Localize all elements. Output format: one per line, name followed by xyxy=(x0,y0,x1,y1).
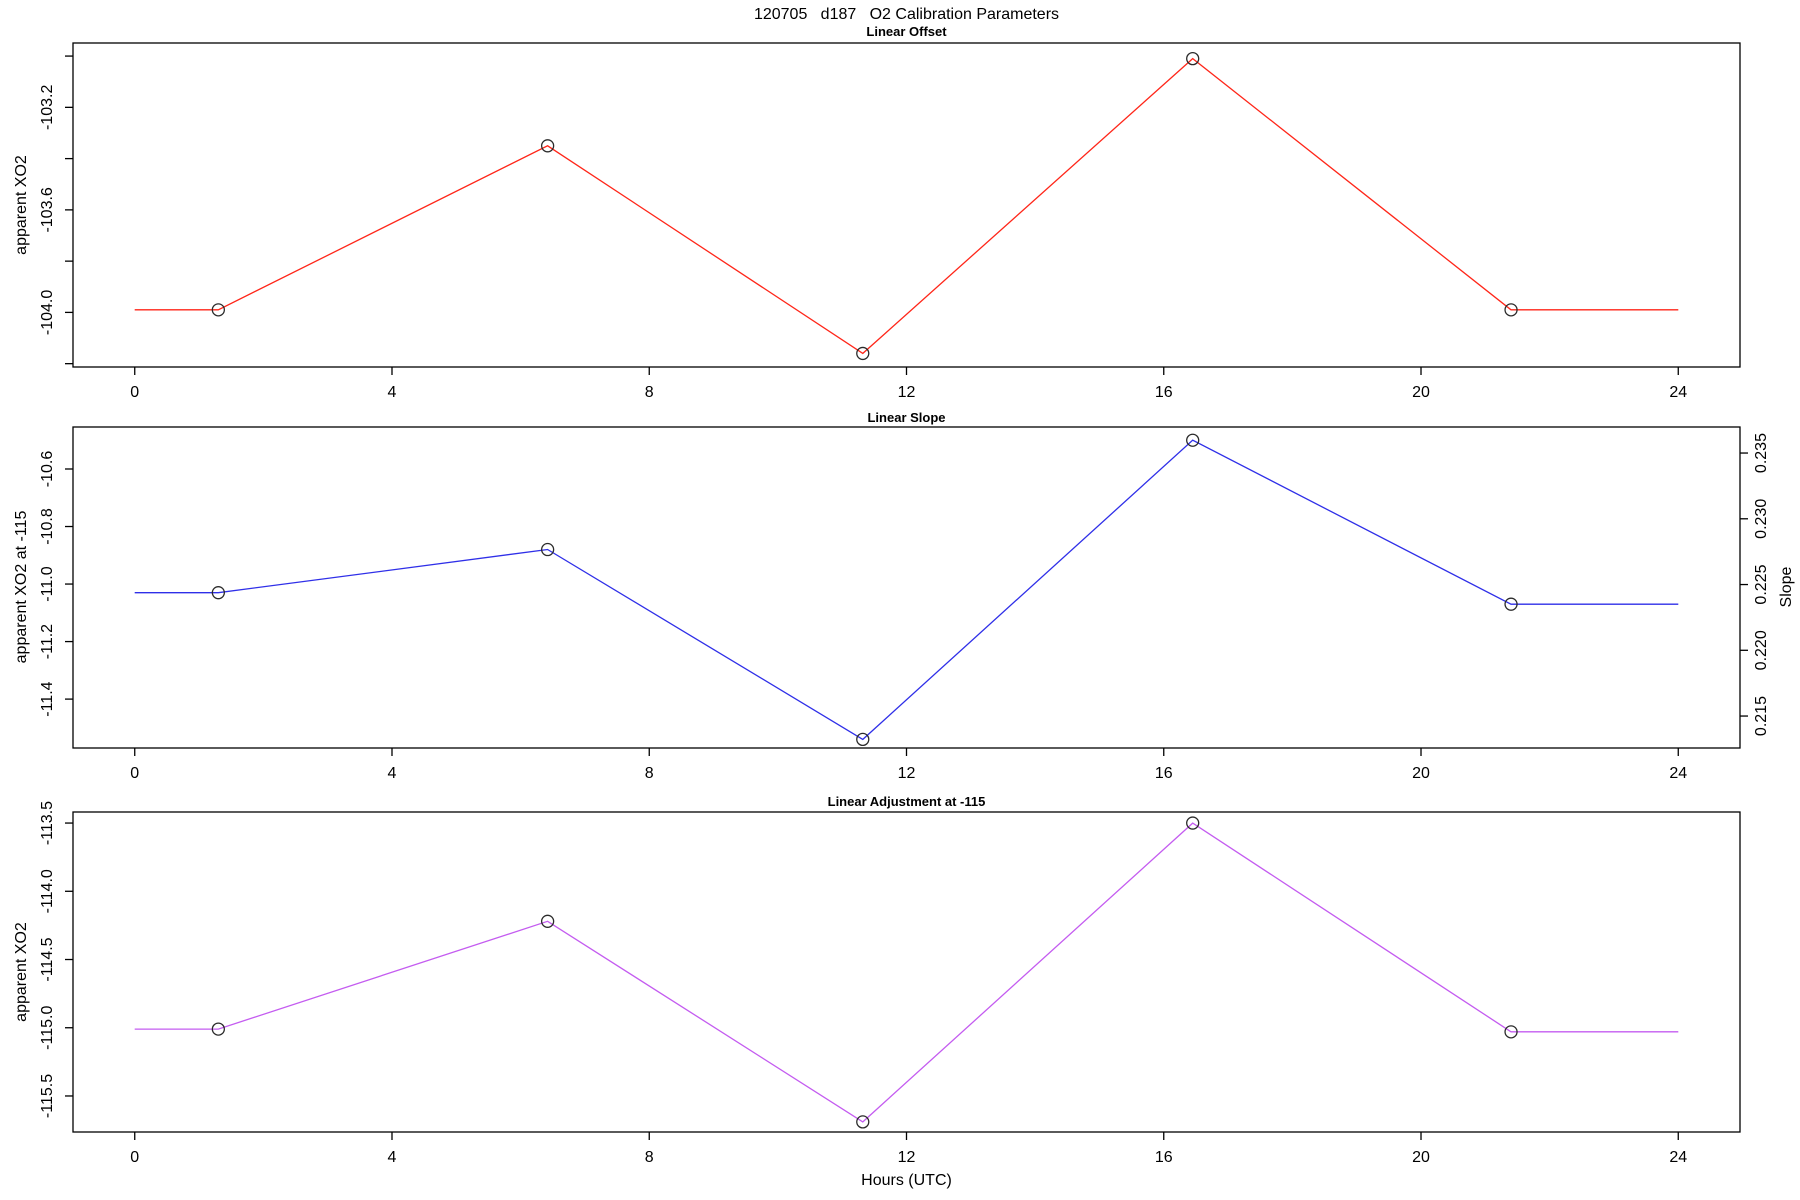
x-tick-label: 8 xyxy=(645,384,654,401)
y-tick-label: -114.0 xyxy=(39,869,56,913)
right-tick-label: 0.235 xyxy=(1753,433,1770,473)
data-point-marker xyxy=(856,1115,870,1129)
y-tick-label: -11.4 xyxy=(39,681,56,716)
data-point-marker xyxy=(211,1022,225,1036)
y-tick-label: -10.8 xyxy=(39,508,56,545)
data-line xyxy=(134,822,1679,1123)
data-point-marker xyxy=(1504,1025,1518,1039)
panel-title-linear-slope: Linear Slope xyxy=(867,410,946,425)
y-tick-label: -114.5 xyxy=(39,937,56,981)
right-tick-label: 0.220 xyxy=(1753,630,1770,670)
panel-title-linear-offset: Linear Offset xyxy=(866,24,947,39)
x-tick-label: 20 xyxy=(1412,765,1430,782)
y-tick-label: -113.5 xyxy=(39,801,56,845)
y-tick-label: -115.0 xyxy=(39,1006,56,1050)
panel-title-linear-adjustment: Linear Adjustment at -115 xyxy=(827,794,986,809)
x-tick-label: 0 xyxy=(130,1149,139,1166)
x-axis-label: Hours (UTC) xyxy=(861,1172,952,1189)
data-point-marker xyxy=(211,586,225,600)
right-tick-label: 0.215 xyxy=(1753,696,1770,736)
right-tick-label: 0.230 xyxy=(1753,499,1770,539)
x-tick-label: 16 xyxy=(1155,1149,1173,1166)
plot-box xyxy=(72,811,1741,1133)
data-point-marker xyxy=(1504,597,1518,611)
y-tick-label: -11.0 xyxy=(39,566,56,601)
x-tick-label: 16 xyxy=(1155,384,1173,401)
data-point-marker xyxy=(1186,433,1200,447)
x-tick-label: 0 xyxy=(130,384,139,401)
y-tick-label: -11.2 xyxy=(39,624,56,659)
x-tick-label: 12 xyxy=(898,1149,916,1166)
x-tick-label: 0 xyxy=(130,765,139,782)
x-tick-label: 8 xyxy=(645,1149,654,1166)
x-tick-label: 24 xyxy=(1669,765,1687,782)
data-point-marker xyxy=(856,732,870,747)
data-point-marker xyxy=(540,542,555,557)
x-tick-label: 12 xyxy=(898,384,916,401)
page-title: 120705 d187 O2 Calibration Parameters xyxy=(753,6,1060,23)
x-tick-label: 20 xyxy=(1412,384,1430,401)
data-point-marker xyxy=(856,346,870,361)
y-tick-label: -104.0 xyxy=(39,290,56,335)
x-tick-label: 4 xyxy=(388,765,397,782)
x-tick-label: 20 xyxy=(1412,1149,1430,1166)
x-tick-label: 16 xyxy=(1155,765,1173,782)
data-point-marker xyxy=(1186,51,1200,66)
x-tick-label: 12 xyxy=(898,765,916,782)
x-tick-label: 4 xyxy=(388,1149,397,1166)
x-tick-label: 24 xyxy=(1669,384,1687,401)
data-point-marker xyxy=(1186,816,1200,830)
plot-box xyxy=(72,42,1741,368)
data-point-marker xyxy=(211,303,225,317)
data-point-marker xyxy=(540,914,555,928)
data-point-marker xyxy=(1504,303,1518,317)
x-tick-label: 8 xyxy=(645,765,654,782)
y-tick-label: -115.5 xyxy=(39,1074,56,1118)
x-tick-label: 4 xyxy=(388,384,397,401)
y-tick-label: -103.6 xyxy=(39,187,56,232)
right-tick-label: 0.225 xyxy=(1753,564,1770,604)
y-tick-label: -103.2 xyxy=(39,85,56,130)
data-point-marker xyxy=(540,139,555,153)
data-line xyxy=(134,57,1679,355)
x-tick-label: 24 xyxy=(1669,1149,1687,1166)
data-line xyxy=(134,439,1679,741)
y-tick-label: -10.6 xyxy=(39,451,56,488)
